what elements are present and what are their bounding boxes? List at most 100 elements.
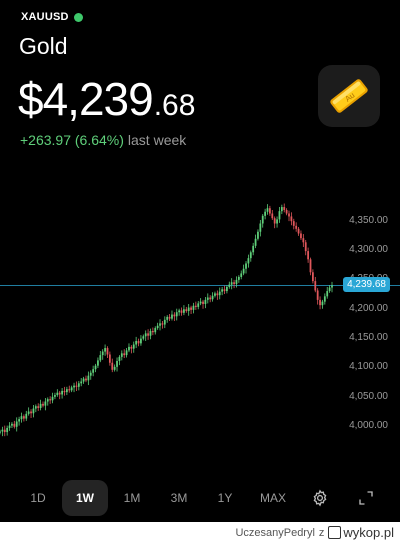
candle-body [311, 272, 314, 282]
price-change-row: +263.97 (6.64%) last week [20, 132, 186, 148]
candle-body [307, 251, 310, 260]
candle-body [245, 263, 247, 269]
candle-body [175, 312, 178, 317]
range-max-button[interactable]: MAX [259, 491, 286, 505]
candle-body [30, 411, 32, 414]
candle-body [166, 316, 169, 320]
candle-body [242, 268, 245, 274]
range-1w-button[interactable]: 1W [62, 480, 108, 516]
y-tick-label: 4,100.00 [349, 361, 388, 373]
gear-icon[interactable] [310, 488, 330, 508]
candle-body [11, 423, 13, 426]
expand-icon[interactable] [356, 488, 376, 508]
candle-body [132, 344, 135, 349]
candle-body [18, 419, 21, 422]
candle-body [123, 353, 126, 356]
candle-body [295, 225, 298, 229]
range-1m-button[interactable]: 1M [123, 491, 141, 505]
candle-body [197, 303, 200, 307]
candle-body [108, 354, 111, 363]
candle-body [92, 369, 95, 373]
candle-body [180, 310, 183, 313]
candle-body [323, 296, 326, 302]
candle-body [228, 284, 231, 287]
current-price-tag: 4,239.68 [343, 277, 390, 293]
candle-body [106, 348, 109, 355]
candle-body [120, 353, 123, 357]
candle-body [271, 213, 274, 219]
candle-body [34, 406, 37, 409]
candle-body [216, 293, 219, 296]
y-tick-label: 4,350.00 [349, 214, 388, 226]
candle-body [94, 365, 97, 370]
candle-body [288, 213, 290, 217]
candle-body [316, 290, 319, 300]
candle-body [13, 423, 16, 427]
candle-body [27, 411, 30, 414]
candle-body [204, 299, 207, 304]
candle-body [46, 399, 49, 402]
candle-body [73, 385, 75, 388]
candle-body [63, 390, 66, 393]
wykop-logo[interactable]: wykop.pl [328, 525, 394, 540]
candle-body [226, 286, 228, 292]
candle-body [194, 305, 197, 307]
candle-body [240, 273, 243, 277]
y-tick-label: 4,000.00 [349, 420, 388, 432]
candle-body [268, 208, 271, 214]
candle-body [254, 238, 257, 246]
candle-body [247, 258, 250, 264]
candle-body [0, 431, 1, 433]
candle-body [249, 252, 252, 259]
candle-body [97, 360, 99, 366]
candle-body [300, 233, 302, 239]
candle-body [42, 403, 44, 406]
candle-body [264, 211, 267, 216]
y-tick-label: 4,200.00 [349, 302, 388, 314]
candle-body [156, 325, 159, 329]
candle-body [314, 281, 317, 291]
candle-body [147, 333, 149, 336]
candle-body [113, 366, 116, 370]
ticker-row: XAUUSD [21, 11, 83, 23]
candle-body [37, 406, 40, 408]
candle-body [321, 301, 324, 306]
candle-body [178, 310, 181, 313]
candle-body [163, 319, 166, 325]
candle-body [128, 346, 130, 351]
candle-body [171, 314, 173, 319]
candle-body [202, 301, 204, 304]
candle-body [151, 331, 154, 333]
footer-separator: z [318, 526, 325, 539]
price-chart-svg [0, 203, 400, 437]
candle-body [187, 307, 190, 312]
candle-body [125, 350, 128, 356]
price-main: $4,239 [18, 73, 154, 125]
range-1d-button[interactable]: 1D [30, 491, 46, 505]
candle-body [328, 287, 331, 292]
candle-body [142, 336, 145, 339]
price-chart[interactable]: 4,350.004,300.004,250.004,200.004,150.00… [0, 200, 400, 450]
candle-body [154, 328, 157, 333]
candle-body [173, 314, 176, 317]
app-screen: XAUUSD Gold $4,239 .68 +263.97 (6.64%) l… [0, 11, 400, 516]
candle-body [44, 401, 47, 406]
wykop-logo-icon [328, 526, 342, 539]
candle-body [192, 305, 195, 310]
range-3m-button[interactable]: 3M [170, 491, 188, 505]
candle-body [82, 378, 85, 382]
range-1y-button[interactable]: 1Y [217, 491, 233, 505]
candle-body [25, 413, 28, 419]
candle-body [89, 372, 92, 376]
candle-body [319, 299, 321, 306]
candle-body [75, 385, 78, 387]
candle-body [58, 392, 61, 395]
candle-body [252, 245, 255, 253]
candle-body [211, 295, 214, 300]
candle-body [304, 242, 307, 252]
candle-body [8, 425, 11, 428]
candle-body [292, 221, 295, 226]
candle-body [85, 378, 87, 381]
candle-body [223, 289, 226, 292]
candle-body [15, 421, 18, 427]
